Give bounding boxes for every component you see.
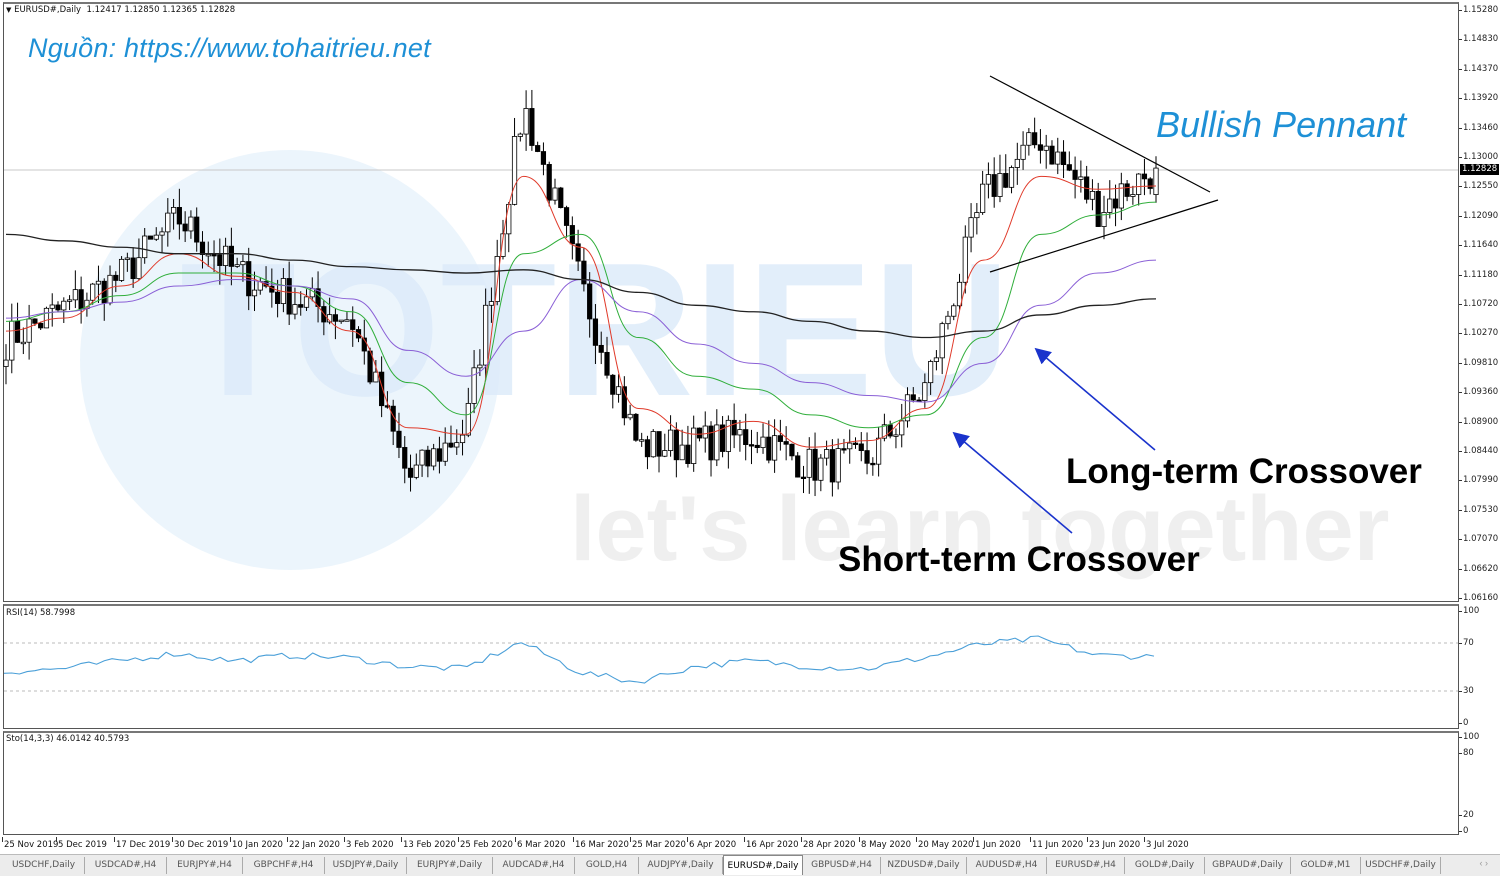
price-tick: 1.13460 xyxy=(1458,122,1499,133)
price-tick: 1.09360 xyxy=(1458,387,1499,398)
price-tick: 1.12090 xyxy=(1458,210,1499,221)
price-tick: 1.07990 xyxy=(1458,475,1499,486)
source-credit: Nguồn: https://www.tohaitrieu.net xyxy=(28,33,431,63)
time-tick: 3 Jul 2020 xyxy=(1144,837,1189,850)
tab-gold-h4[interactable]: GOLD,H4 xyxy=(575,857,639,874)
chart-header: ▼ EURUSD#,Daily 1.12417 1.12850 1.12365 … xyxy=(6,5,235,15)
bullish-pennant-label: Bullish Pennant xyxy=(1156,104,1407,145)
stochastic-pane[interactable] xyxy=(3,731,1459,835)
tab-usdchf-daily[interactable]: USDCHF,Daily xyxy=(3,857,85,874)
price-tick: 1.13920 xyxy=(1458,93,1499,104)
tab-gold-m1[interactable]: GOLD#,M1 xyxy=(1291,857,1361,874)
time-tick: 11 Jun 2020 xyxy=(1029,837,1084,850)
time-tick: 17 Dec 2019 xyxy=(113,837,171,850)
chart-tab-bar: ‹ › USDCHF,Daily USDCAD#,H4 EURJPY#,H4 GBPC… xyxy=(0,854,1500,876)
tab-audcad-h4[interactable]: AUDCAD#,H4 xyxy=(493,857,575,874)
time-tick: 16 Mar 2020 xyxy=(573,837,629,850)
price-tick: 1.08900 xyxy=(1458,416,1499,427)
rsi-level-0: 0 xyxy=(1458,718,1469,728)
time-tick: 1 Jun 2020 xyxy=(973,837,1021,850)
tab-eurjpy-h4[interactable]: EURJPY#,H4 xyxy=(167,857,243,874)
sto-level-0: 0 xyxy=(1458,826,1469,836)
triangle-down-icon[interactable]: ▼ xyxy=(6,6,12,14)
rsi-title: RSI(14) 58.7998 xyxy=(6,608,76,618)
tab-audusd-h4[interactable]: AUDUSD#,H4 xyxy=(967,857,1047,874)
sto-level-100: 100 xyxy=(1458,732,1480,742)
sto-level-20: 20 xyxy=(1459,810,1474,820)
time-tick: 30 Dec 2019 xyxy=(171,837,229,850)
moving-average-line xyxy=(5,233,1157,339)
rsi-level-70: 70 xyxy=(1459,638,1474,648)
ohlc-values: 1.12417 1.12850 1.12365 1.12828 xyxy=(86,5,236,15)
tab-gbpusd-h4[interactable]: GBPUSD#,H4 xyxy=(803,857,881,874)
time-tick: 20 May 2020 xyxy=(915,837,974,850)
time-tick: 22 Jan 2020 xyxy=(287,837,340,850)
time-tick: 16 Apr 2020 xyxy=(744,837,799,850)
tab-scroll-arrows[interactable]: ‹ › xyxy=(1479,858,1489,868)
tab-gold-daily[interactable]: GOLD#,Daily xyxy=(1125,857,1205,874)
tab-eurjpy-daily[interactable]: EURJPY#,Daily xyxy=(407,857,493,874)
rsi-level-100: 100 xyxy=(1458,606,1480,616)
price-tick: 1.10270 xyxy=(1458,328,1499,339)
moving-average-line xyxy=(5,201,1157,429)
price-tick: 1.07530 xyxy=(1458,504,1499,515)
price-tick: 1.07070 xyxy=(1458,534,1499,545)
time-tick: 10 Jan 2020 xyxy=(230,837,283,850)
time-tick: 3 Feb 2020 xyxy=(344,837,394,850)
time-tick: 28 Apr 2020 xyxy=(801,837,856,850)
price-tick: 1.10720 xyxy=(1458,299,1499,309)
time-tick: 25 Mar 2020 xyxy=(630,837,686,850)
tab-nzdusd-daily[interactable]: NZDUSD#,Daily xyxy=(881,857,967,874)
time-tick: 25 Feb 2020 xyxy=(458,837,513,850)
short-term-crossover-label: Short-term Crossover xyxy=(838,540,1200,579)
tab-gbpchf-h4[interactable]: GBPCHF#,H4 xyxy=(243,857,325,874)
time-tick: 13 Feb 2020 xyxy=(401,837,456,850)
tab-usdchf-daily[interactable]: USDCHF#,Daily xyxy=(1361,857,1441,874)
tab-eurusd-daily[interactable]: EURUSD#,Daily xyxy=(723,855,803,875)
time-tick: 8 May 2020 xyxy=(858,837,912,850)
time-tick: 25 Nov 2019 xyxy=(1,837,59,850)
stochastic-title: Sto(14,3,3) 46.0142 40.5793 xyxy=(6,734,130,744)
price-tick: 1.15280 xyxy=(1458,5,1499,15)
rsi-level-30: 30 xyxy=(1459,686,1474,696)
tab-gbpaud-daily[interactable]: GBPAUD#,Daily xyxy=(1205,857,1291,874)
price-tick: 1.11640 xyxy=(1458,240,1499,251)
time-tick: 23 Jun 2020 xyxy=(1086,837,1141,850)
price-tick: 1.14370 xyxy=(1458,63,1499,74)
long-term-crossover-label: Long-term Crossover xyxy=(1066,452,1422,491)
moving-average-line xyxy=(5,175,1157,448)
tab-usdcad-h4[interactable]: USDCAD#,H4 xyxy=(85,857,167,874)
price-plot xyxy=(3,75,1458,534)
current-price-tag: 1.12828 xyxy=(1460,164,1500,175)
price-tick: 1.14830 xyxy=(1458,34,1499,45)
price-tick: 1.09810 xyxy=(1458,357,1499,368)
price-tick: 1.11180 xyxy=(1458,269,1499,280)
price-tick: 1.12550 xyxy=(1458,181,1499,192)
price-tick: 1.08440 xyxy=(1458,446,1499,456)
sto-level-80: 80 xyxy=(1459,748,1474,758)
time-tick: 6 Mar 2020 xyxy=(514,837,566,850)
price-tick: 1.06620 xyxy=(1458,563,1499,574)
price-tick: 1.06160 xyxy=(1458,593,1499,603)
time-tick: 6 Apr 2020 xyxy=(686,837,737,850)
tab-eurusd-h4[interactable]: EURUSD#,H4 xyxy=(1047,857,1125,874)
price-tick: 1.13000 xyxy=(1458,152,1499,162)
tab-usdjpy-daily[interactable]: USDJPY#,Daily xyxy=(325,857,407,874)
time-tick: 5 Dec 2019 xyxy=(56,837,107,850)
tab-audjpy-daily[interactable]: AUDJPY#,Daily xyxy=(639,857,723,874)
symbol-title: EURUSD#,Daily xyxy=(14,5,82,15)
rsi-pane[interactable] xyxy=(3,604,1459,729)
